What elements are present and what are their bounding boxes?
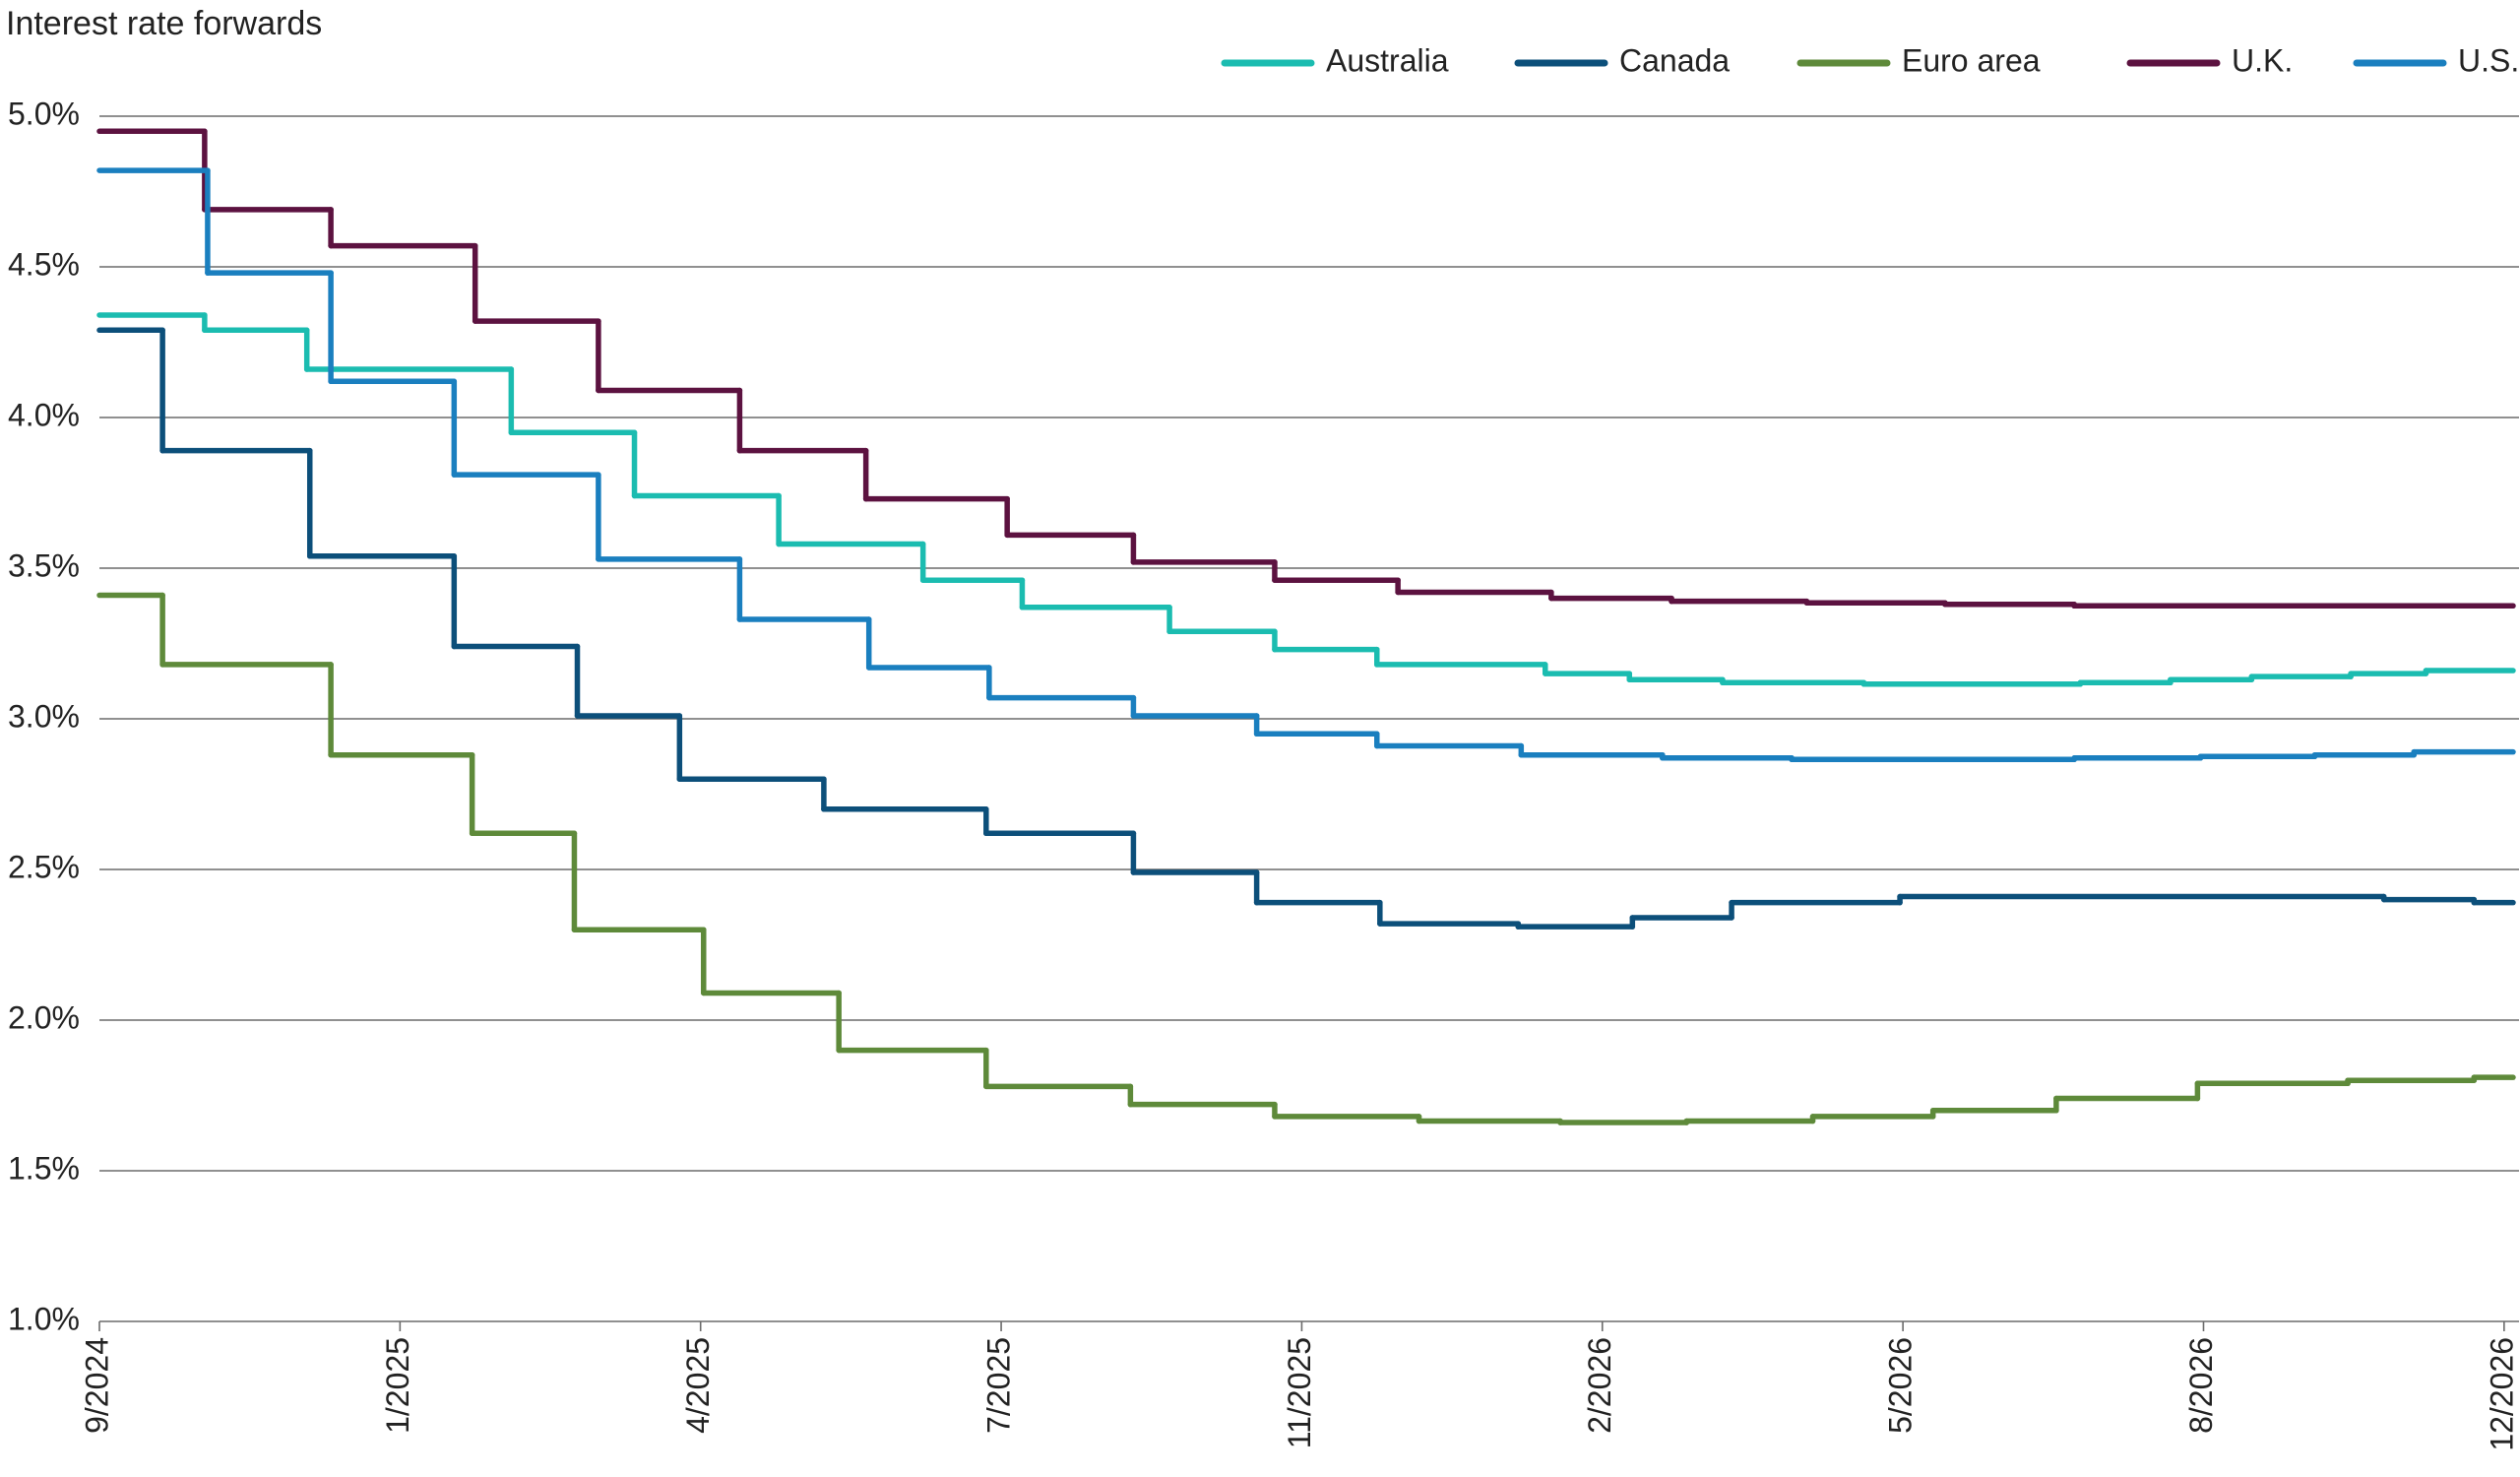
x-tick-label: 5/2026 — [1883, 1337, 1919, 1434]
x-tick-label: 7/2025 — [981, 1337, 1017, 1434]
y-tick-label: 5.0% — [8, 96, 80, 131]
x-tick-label: 8/2026 — [2183, 1337, 2219, 1434]
y-tick-label: 4.0% — [8, 397, 80, 432]
legend-label: Canada — [1619, 42, 1730, 78]
y-tick-label: 1.5% — [8, 1150, 80, 1186]
chart-title: Interest rate forwards — [6, 5, 322, 42]
y-tick-label: 1.0% — [8, 1301, 80, 1336]
legend-label: Australia — [1326, 42, 1449, 78]
x-tick-label: 1/2025 — [380, 1337, 415, 1434]
y-tick-label: 3.0% — [8, 698, 80, 734]
y-tick-label: 3.5% — [8, 547, 80, 583]
x-tick-label: 12/2026 — [2484, 1337, 2519, 1451]
y-tick-label: 4.5% — [8, 246, 80, 282]
x-tick-label: 2/2026 — [1582, 1337, 1617, 1434]
legend-label: U.S. — [2458, 42, 2519, 78]
y-tick-label: 2.0% — [8, 999, 80, 1035]
legend-label: U.K. — [2232, 42, 2293, 78]
x-tick-label: 4/2025 — [680, 1337, 716, 1434]
x-tick-label: 11/2025 — [1282, 1337, 1317, 1448]
legend-label: Euro area — [1902, 42, 2041, 78]
y-tick-label: 2.5% — [8, 849, 80, 884]
x-tick-label: 9/2024 — [79, 1337, 114, 1434]
